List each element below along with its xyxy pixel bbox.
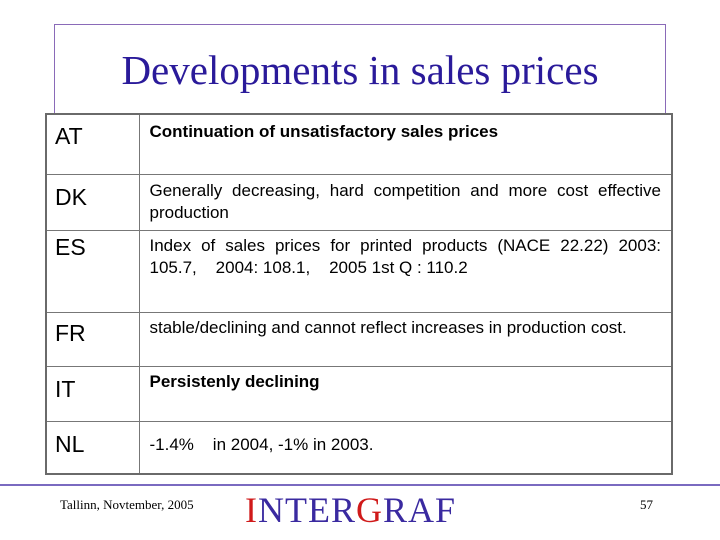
description-text: Continuation of unsatisfactory sales pri… [149,122,499,141]
country-cell: FR [45,311,140,367]
footer-location-date: Tallinn, Novtember, 2005 [60,497,194,512]
country-code: NL [55,430,85,457]
table-row: AT Continuation of unsatisfactory sales … [45,113,673,175]
logo-letter-g: G [356,490,383,530]
logo-letter-i: I [245,490,258,530]
description-cell: stable/declining and cannot reflect incr… [138,311,673,367]
intergraf-logo: INTERGRAF [245,490,456,530]
sales-prices-table: AT Continuation of unsatisfactory sales … [45,113,673,475]
country-cell: AT [45,113,140,175]
description-cell: Index of sales prices for printed produc… [138,229,673,313]
description-text: stable/declining and cannot reflect incr… [149,317,627,337]
description-text: Generally decreasing, hard competition a… [149,180,662,222]
table-row: ES Index of sales prices for printed pro… [45,229,673,313]
country-cell: ES [45,229,140,313]
description-text: -1.4% in 2004, -1% in 2003. [149,434,374,454]
country-code: AT [55,123,83,149]
country-cell: IT [45,365,140,422]
footer-divider [0,484,720,486]
description-cell: Continuation of unsatisfactory sales pri… [138,113,673,175]
country-cell: NL [45,420,140,475]
table-row: DK Generally decreasing, hard competitio… [45,173,673,231]
description-text: Index of sales prices for printed produc… [149,235,666,277]
country-code: ES [55,233,86,260]
country-code: FR [55,319,86,346]
description-cell: Persistenly declining [138,365,673,422]
country-cell: DK [45,173,140,231]
page-number: 57 [640,497,653,512]
title-frame [54,24,666,114]
table-row: IT Persistenly declining [45,365,673,422]
description-text: Persistenly declining [149,371,320,391]
logo-letters-nter: NTER [258,490,356,530]
description-cell: Generally decreasing, hard competition a… [138,173,673,231]
description-cell: -1.4% in 2004, -1% in 2003. [138,420,673,475]
table-row: NL -1.4% in 2004, -1% in 2003. [45,420,673,475]
table-row: FR stable/declining and cannot reflect i… [45,311,673,367]
country-code: IT [55,375,76,402]
country-code: DK [55,183,87,210]
slide-title: Developments in sales prices [121,47,599,93]
logo-letters-raf: RAF [383,490,457,530]
